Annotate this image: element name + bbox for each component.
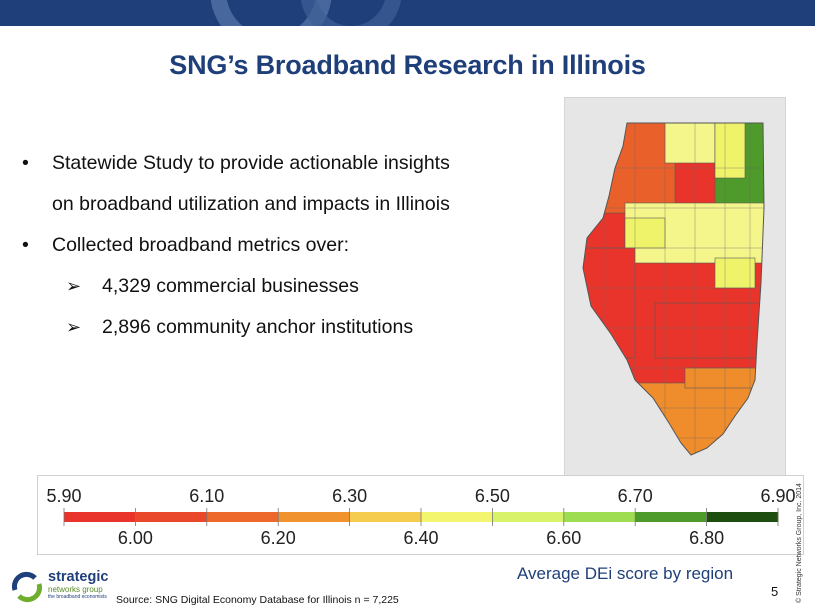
scale-label-bottom: 6.60 bbox=[546, 528, 581, 548]
banner-decoration bbox=[300, 0, 402, 26]
region-southern-tip bbox=[583, 382, 764, 455]
scale-label-bottom: 6.40 bbox=[403, 528, 438, 548]
bullet-text: Collected broadband metrics over: bbox=[52, 234, 349, 256]
sub-bullet-item: ➢ 4,329 commercial businesses bbox=[22, 266, 562, 307]
region-northwest bbox=[583, 123, 676, 214]
bullet-marker: • bbox=[22, 152, 29, 174]
scale-label-top: 6.10 bbox=[189, 486, 224, 506]
scale-segment bbox=[492, 512, 565, 522]
scale-segment bbox=[135, 512, 208, 522]
scale-segment bbox=[706, 512, 779, 522]
bullet-item: • Collected broadband metrics over: bbox=[22, 225, 562, 266]
copyright-notice: © Strategic Networks Group, Inc. 2014 bbox=[796, 483, 803, 603]
region-central-west bbox=[624, 217, 666, 249]
scale-segment bbox=[64, 512, 136, 522]
arrow-bullet-icon: ➢ bbox=[66, 317, 82, 337]
scale-label-top: 6.50 bbox=[475, 486, 510, 506]
scale-segment bbox=[349, 512, 422, 522]
scale-label-top: 6.70 bbox=[618, 486, 653, 506]
illinois-map bbox=[564, 97, 786, 477]
sub-bullet-item: ➢ 2,896 community anchor institutions bbox=[22, 307, 562, 348]
color-scale-graphic: 5.90 6.10 6.30 6.50 6.70 6.90 6.00 6.20 6.40 6.60… bbox=[46, 486, 795, 548]
scale-label-bottom: 6.20 bbox=[261, 528, 296, 548]
slide-title: SNG’s Broadband Research in Illinois bbox=[169, 50, 646, 80]
scale-label-top: 6.90 bbox=[760, 486, 795, 506]
scale-segment bbox=[563, 512, 636, 522]
company-logo: strategic networks group the broadband e… bbox=[10, 568, 130, 606]
scale-label-top: 6.30 bbox=[332, 486, 367, 506]
scale-segment bbox=[278, 512, 351, 522]
region-west bbox=[583, 247, 636, 359]
scale-segment bbox=[421, 512, 493, 522]
sub-bullet-text: 4,329 commercial businesses bbox=[102, 275, 359, 297]
bullet-list: • Statewide Study to provide actionable … bbox=[22, 143, 562, 348]
region-central-east bbox=[714, 257, 756, 289]
region-northeast-ring bbox=[714, 123, 746, 179]
scale-label-top: 5.90 bbox=[46, 486, 81, 506]
region-north-central bbox=[664, 123, 716, 164]
bullet-item: • Statewide Study to provide actionable … bbox=[22, 143, 562, 225]
scale-label-bottom: 6.80 bbox=[689, 528, 724, 548]
region-southeast bbox=[684, 367, 764, 389]
bullet-text: Statewide Study to provide actionable in… bbox=[52, 152, 450, 174]
logo-mark-icon bbox=[11, 571, 43, 603]
arrow-bullet-icon: ➢ bbox=[66, 276, 82, 296]
color-scale-legend: 5.90 6.10 6.30 6.50 6.70 6.90 6.00 6.20 6.40 6.60… bbox=[37, 475, 804, 555]
illinois-map-graphic bbox=[582, 122, 765, 456]
sub-bullet-text: 2,896 community anchor institutions bbox=[102, 316, 414, 338]
scale-label-bottom: 6.00 bbox=[118, 528, 153, 548]
bullet-marker: • bbox=[22, 234, 29, 256]
logo-tagline: the broadband economists bbox=[48, 594, 107, 600]
scale-segment bbox=[206, 512, 279, 522]
region-east-central bbox=[654, 302, 764, 359]
source-note: Source: SNG Digital Economy Database for… bbox=[116, 594, 399, 606]
logo-name-line2: networks group bbox=[48, 585, 103, 594]
legend-caption: Average DEi score by region bbox=[517, 564, 734, 583]
page-number: 5 bbox=[771, 584, 779, 599]
scale-segment bbox=[635, 512, 708, 522]
logo-name: strategic bbox=[48, 569, 109, 585]
bullet-text: on broadband utilization and impacts in … bbox=[52, 193, 450, 215]
top-banner bbox=[0, 0, 815, 26]
